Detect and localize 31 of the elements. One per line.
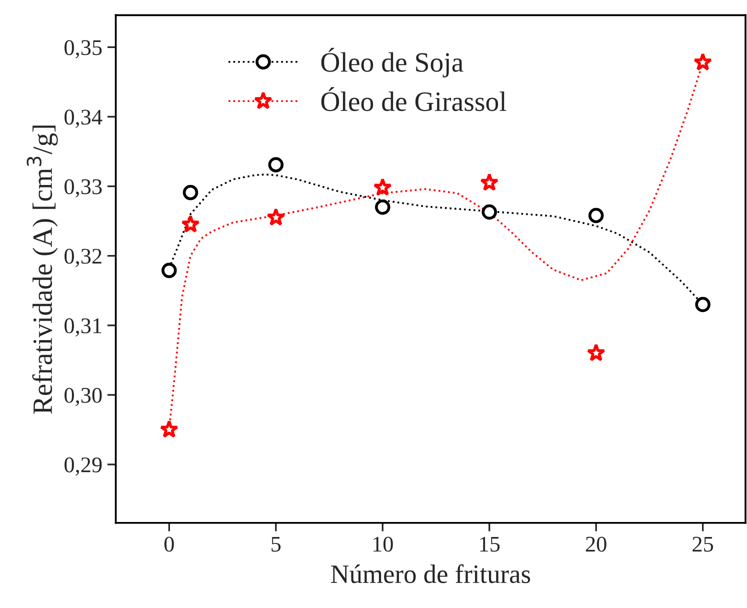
point (182, 184, 198, 200)
point (482, 204, 497, 220)
point (588, 208, 604, 224)
y-tick-label: 0,31 (64, 318, 102, 336)
point (693, 52, 712, 71)
point (374, 200, 390, 215)
x-axis-title: Número de frituras (331, 564, 530, 584)
x-tick-label: 0 (164, 536, 174, 552)
point (586, 343, 606, 362)
x-tick-label: 10 (373, 536, 393, 552)
x-tick-label: 5 (272, 536, 281, 552)
point (480, 173, 499, 191)
y-tick-label: 0,30 (64, 388, 102, 406)
point (268, 157, 284, 172)
point (373, 178, 392, 196)
point (266, 208, 286, 226)
x-tick-label: 20 (586, 536, 606, 552)
y-tick-label: 0,34 (64, 110, 102, 128)
point (695, 296, 710, 312)
legend-label: Óleo de Soja (321, 48, 464, 78)
point (160, 420, 178, 438)
y-tick-label: 0,33 (64, 179, 102, 198)
y-axis-title: Refratividade (A) [cm$^{3}$/g] (26, 126, 58, 414)
point (162, 262, 177, 278)
legend-label: Óleo de Girassol (321, 87, 506, 112)
y-tick-label: 0,35 (64, 40, 102, 58)
y-tick-label: 0,32 (64, 248, 102, 267)
y-tick-label: 0,29 (64, 457, 102, 476)
x-tick-label: 25 (692, 536, 714, 552)
point (181, 214, 200, 233)
x-tick-label: 15 (480, 536, 500, 552)
